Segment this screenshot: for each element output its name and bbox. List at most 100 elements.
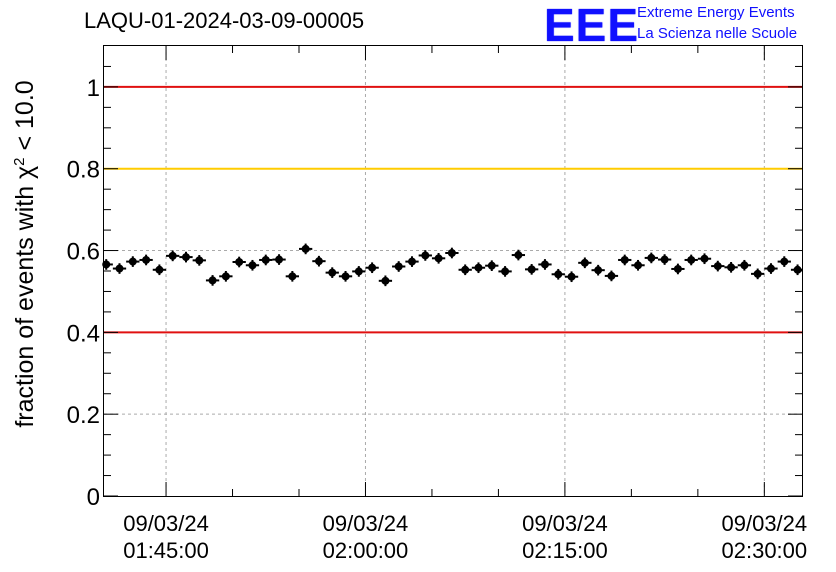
data-marker (660, 255, 669, 264)
x-tick-labels: 09/03/2401:45:0009/03/2402:00:0009/03/24… (123, 511, 807, 563)
data-point (179, 251, 193, 263)
data-point (644, 252, 658, 264)
reference-lines (104, 85, 802, 334)
data-marker (487, 261, 496, 270)
data-point (445, 247, 459, 259)
data-point (790, 264, 802, 276)
y-tick-label: 0.6 (67, 239, 100, 266)
x-tick-label-time: 02:15:00 (522, 538, 608, 563)
data-point (418, 250, 432, 261)
data-marker (208, 276, 217, 285)
y-axis-label: fraction of events with χ2 < 10.0 (11, 80, 39, 427)
data-marker (115, 264, 124, 273)
x-tick-label-time: 01:45:00 (123, 538, 209, 563)
data-point (126, 256, 140, 267)
data-point (392, 261, 406, 272)
data-point (684, 254, 698, 266)
data-point (697, 253, 712, 265)
y-tick-labels: 0 0.2 0.4 0.6 0.8 1 (67, 75, 100, 511)
data-point (657, 254, 672, 265)
data-marker (594, 266, 603, 275)
y-tick-label: 1 (87, 75, 100, 102)
logo-subtitle-line2: La Scienza nelle Scuole (637, 25, 798, 42)
data-marker (687, 255, 696, 264)
data-point (671, 263, 685, 275)
data-marker (780, 257, 789, 266)
data-marker (261, 255, 270, 264)
data-point (192, 255, 206, 266)
data-point (764, 263, 778, 274)
data-marker (580, 258, 589, 267)
data-marker (753, 269, 762, 278)
data-point (485, 260, 499, 271)
data-marker (607, 271, 616, 280)
data-marker (328, 268, 337, 277)
data-marker (408, 257, 417, 266)
data-marker (527, 265, 536, 274)
data-point (737, 259, 752, 271)
data-marker (301, 244, 310, 253)
data-marker (514, 251, 523, 260)
data-marker (235, 258, 244, 266)
data-marker (620, 255, 629, 264)
data-marker (766, 264, 775, 273)
data-marker (288, 272, 297, 281)
x-tick-label-date: 09/03/24 (722, 511, 808, 536)
data-marker (394, 262, 403, 271)
data-marker (793, 265, 802, 274)
data-point (538, 259, 552, 270)
data-point (139, 254, 153, 266)
data-point (405, 256, 419, 267)
data-marker (368, 263, 377, 272)
data-marker (181, 253, 190, 262)
x-tick-label-time: 02:00:00 (323, 538, 409, 563)
data-marker (381, 276, 390, 285)
data-marker (540, 260, 549, 269)
data-marker (740, 261, 749, 270)
data-point (219, 271, 233, 282)
data-marker (128, 257, 137, 266)
data-point (578, 257, 592, 269)
data-point (365, 262, 379, 274)
data-marker (354, 267, 363, 276)
data-marker (673, 264, 682, 273)
data-point (352, 266, 366, 277)
eee-logo: EEE (544, 0, 640, 51)
data-point (232, 256, 246, 268)
data-marker (275, 255, 284, 264)
x-tick-label-date: 09/03/24 (522, 511, 608, 536)
data-marker (461, 265, 470, 274)
data-point (298, 243, 313, 255)
data-marker (474, 263, 483, 272)
data-marker (727, 263, 736, 272)
data-point (564, 271, 579, 283)
data-marker (341, 272, 350, 281)
data-marker (195, 256, 204, 265)
y-tick-label: 0.4 (67, 320, 100, 347)
axis-ticks (104, 46, 802, 497)
data-marker (421, 251, 430, 260)
data-point (777, 256, 791, 267)
logo-subtitle-line1: Extreme Energy Events (637, 4, 795, 21)
data-point (166, 250, 180, 262)
data-point (604, 270, 619, 282)
y-tick-label: 0.2 (67, 402, 100, 429)
data-points (102, 243, 802, 287)
data-point (511, 249, 526, 261)
x-tick-label-date: 09/03/24 (323, 511, 409, 536)
data-marker (567, 272, 576, 281)
data-marker (700, 254, 709, 263)
y-tick-label: 0 (87, 484, 100, 511)
data-marker (554, 270, 563, 279)
data-point (751, 268, 765, 280)
data-marker (102, 260, 111, 269)
data-point (325, 267, 339, 278)
data-point (205, 275, 220, 286)
data-marker (634, 261, 643, 270)
data-point (525, 264, 539, 275)
data-point (498, 266, 512, 277)
data-point (631, 259, 645, 271)
run-title: LAQU-01-2024-03-09-00005 (84, 8, 365, 33)
data-point (338, 271, 353, 282)
